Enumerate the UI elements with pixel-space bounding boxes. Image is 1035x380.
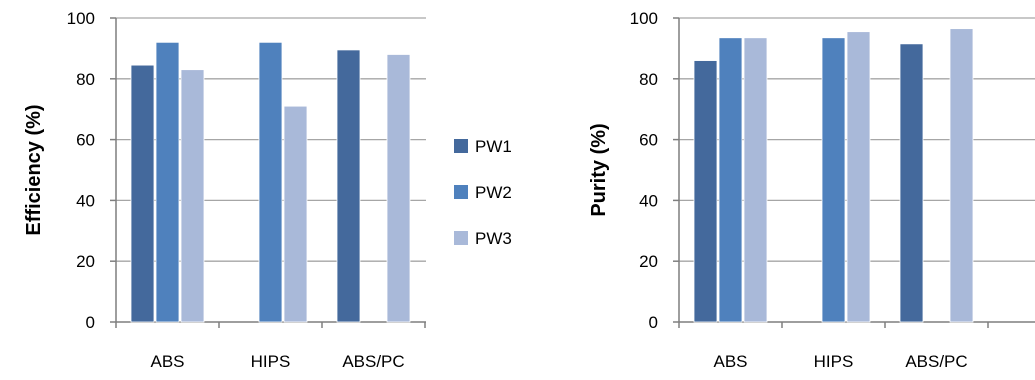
purity-bar-pw2-hips (821, 37, 846, 323)
purity-bar-pw3-abs-pc (949, 28, 974, 323)
purity-category-label: ABS/PC (905, 352, 967, 371)
efficiency-bar-pw3-abs-pc (386, 54, 411, 323)
efficiency-ytick-label: 20 (76, 252, 95, 271)
efficiency-ytick-label: 60 (76, 131, 95, 150)
efficiency-bar-pw1-abs (130, 64, 155, 323)
purity-bar-pw1-abs-pc (899, 43, 924, 323)
efficiency-category-label: ABS (150, 352, 184, 371)
purity-bar-pw2-abs (718, 37, 743, 323)
efficiency-bar-pw3-abs (180, 69, 205, 323)
efficiency-bar-pw2-hips (258, 41, 283, 323)
legend-swatch-pw3 (454, 231, 468, 245)
efficiency-ytick-label: 80 (76, 70, 95, 89)
purity-category-label: HIPS (814, 352, 854, 371)
efficiency-chart: 0 20 40 60 80 100 ABS HIPS ABS/PC Efficiency (%) (23, 9, 426, 371)
legend-label-pw2: PW2 (475, 183, 512, 202)
purity-chart: 0 20 40 60 80 100 ABS HIPS ABS/PC Purity (%) (588, 9, 1035, 371)
efficiency-bar-pw1-abs-pc (336, 49, 361, 323)
purity-bar-pw3-abs (743, 37, 768, 323)
efficiency-y-axis-title: Efficiency (%) (23, 104, 45, 235)
purity-y-axis-title: Purity (%) (588, 123, 610, 216)
purity-bar-pw1-abs (693, 60, 718, 323)
legend-label-pw1: PW1 (475, 137, 512, 156)
legend-swatch-pw2 (454, 185, 468, 199)
purity-ytick-label: 60 (639, 131, 658, 150)
efficiency-ytick-label: 0 (86, 313, 95, 332)
efficiency-bar-pw2-abs (155, 41, 180, 323)
purity-ytick-label: 100 (630, 9, 658, 28)
purity-ytick-label: 80 (639, 70, 658, 89)
efficiency-category-label: HIPS (251, 352, 291, 371)
purity-ytick-label: 20 (639, 252, 658, 271)
efficiency-ytick-label: 40 (76, 191, 95, 210)
purity-ytick-label: 0 (649, 313, 658, 332)
efficiency-bar-pw3-hips (283, 105, 308, 323)
legend: PW1 PW2 PW3 (454, 137, 512, 248)
purity-category-label: ABS (713, 352, 747, 371)
legend-swatch-pw1 (454, 139, 468, 153)
efficiency-category-label: ABS/PC (342, 352, 404, 371)
purity-ytick-label: 40 (639, 191, 658, 210)
purity-bar-pw3-hips (846, 31, 871, 323)
legend-label-pw3: PW3 (475, 229, 512, 248)
efficiency-ytick-label: 100 (67, 9, 95, 28)
